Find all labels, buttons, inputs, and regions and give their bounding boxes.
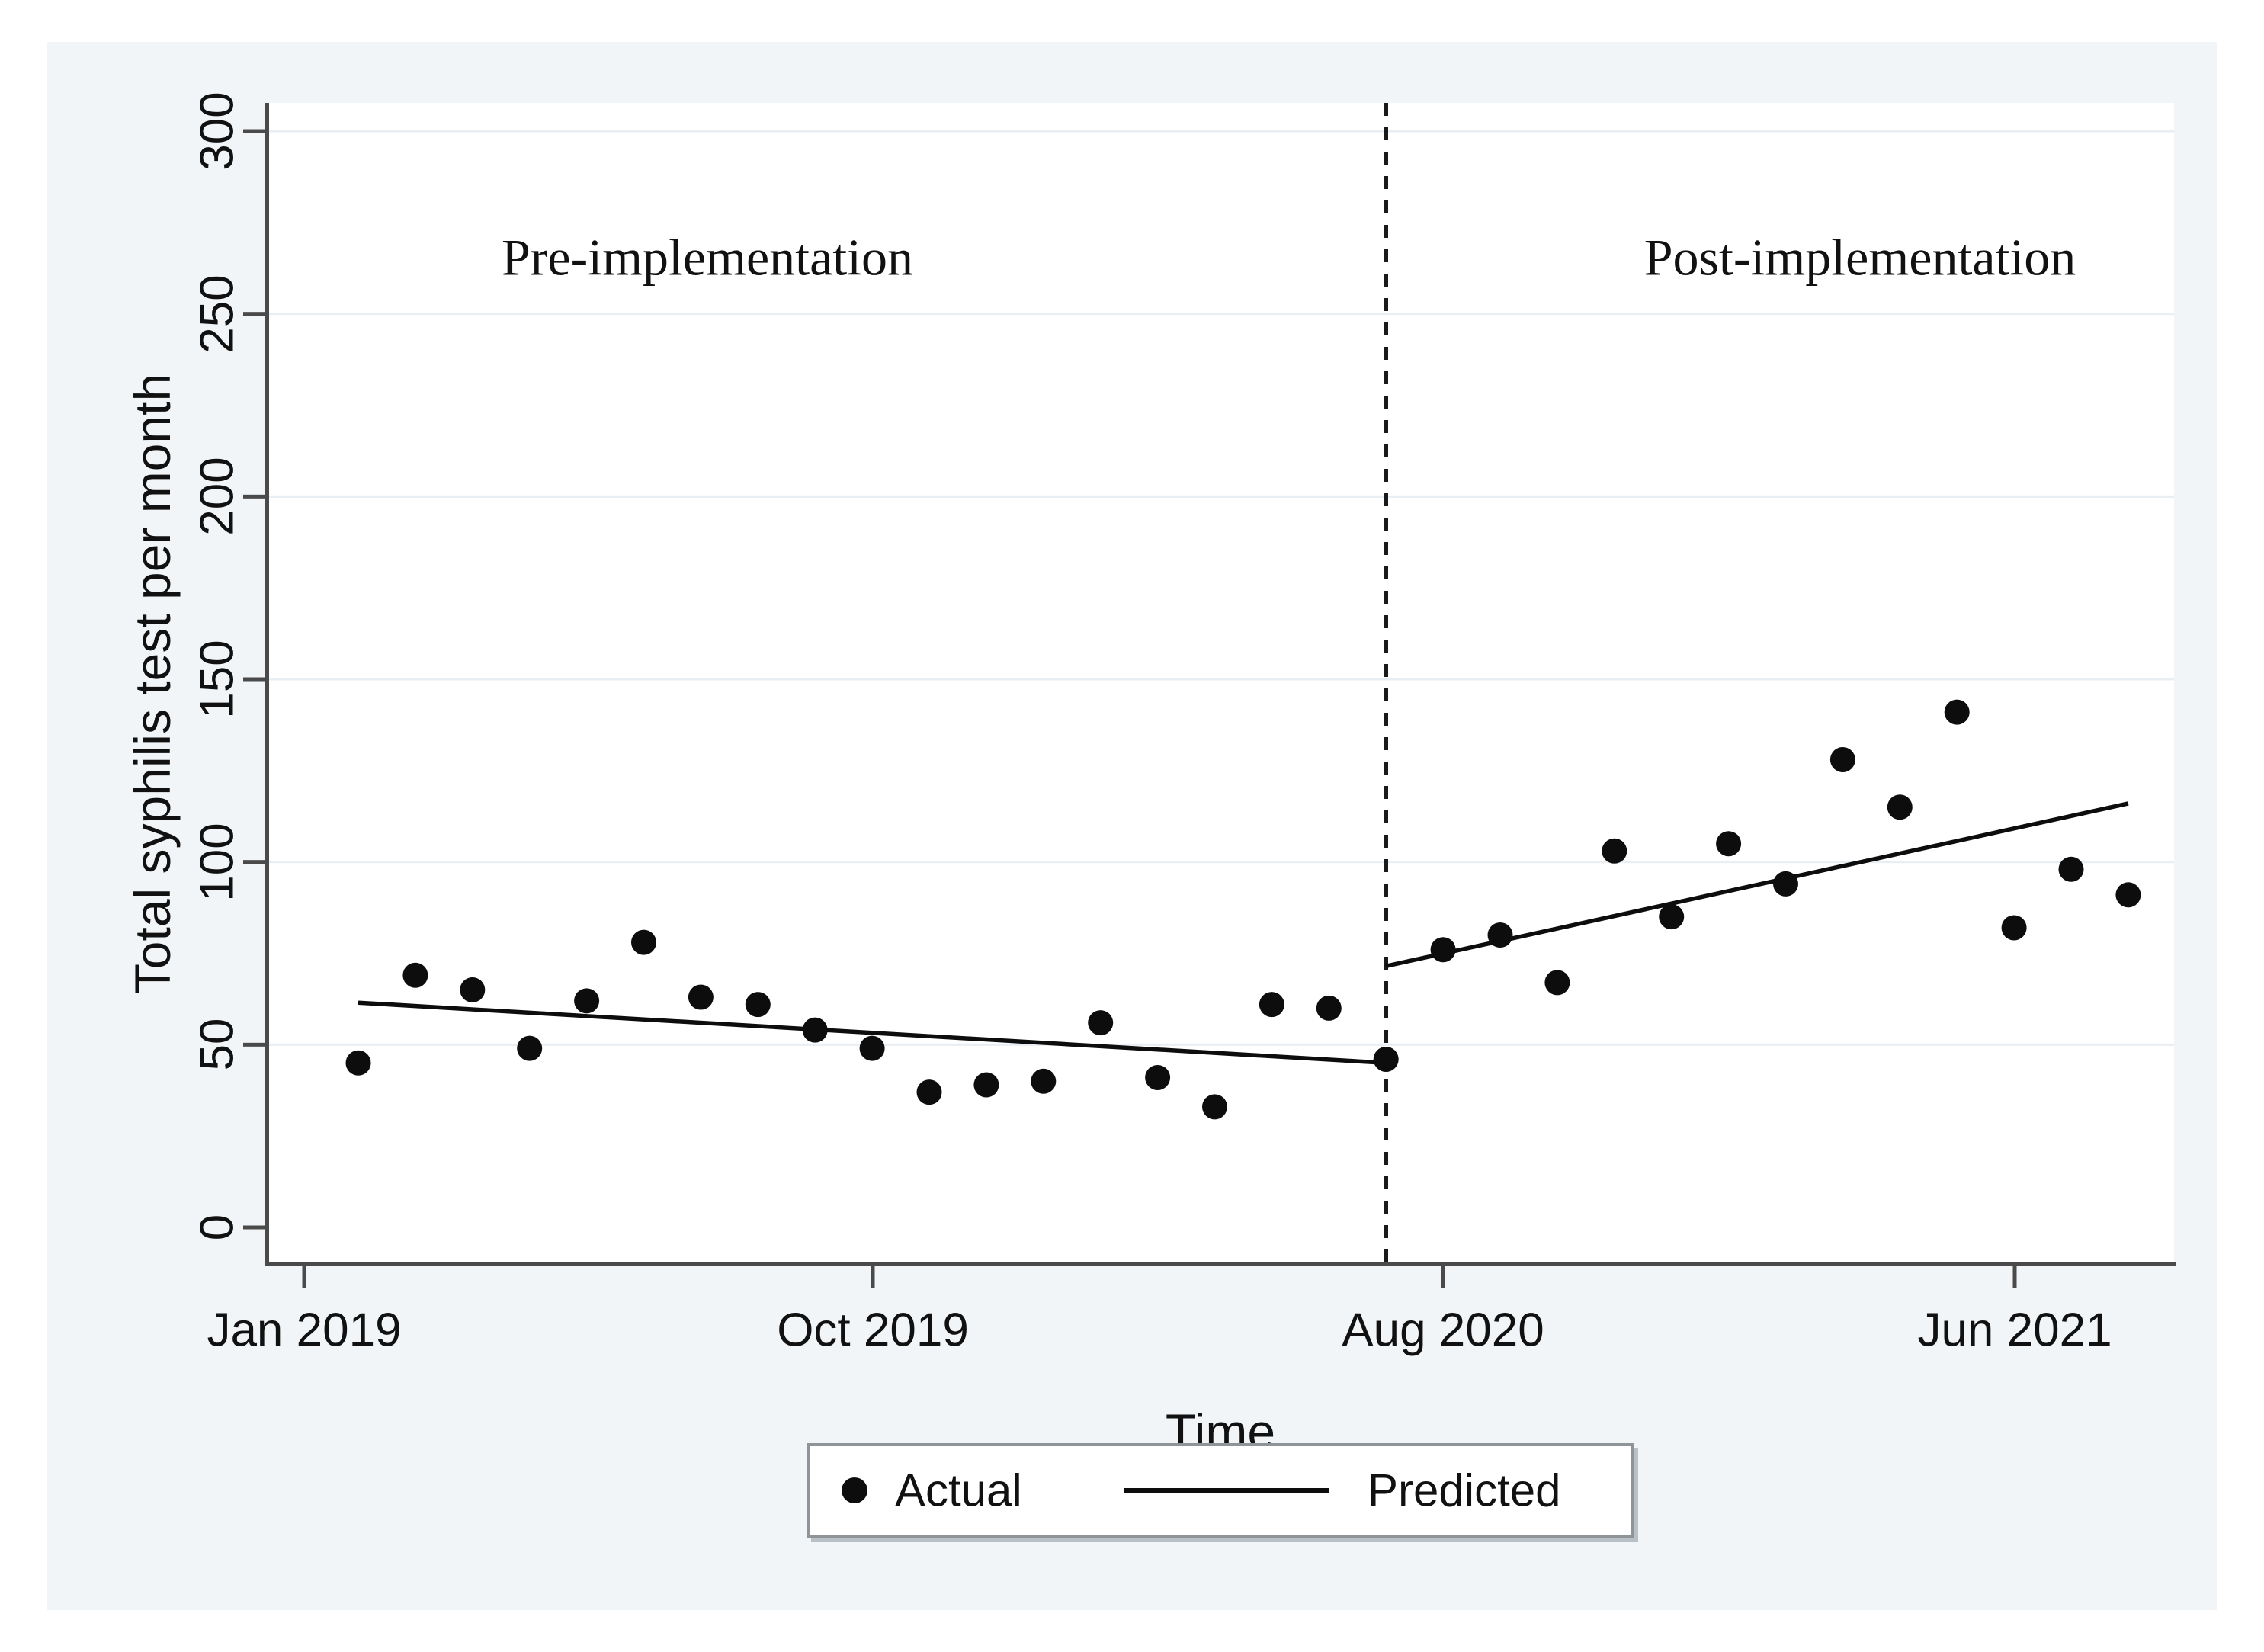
legend: Actual Predicted — [807, 1443, 1634, 1538]
legend-predicted-label: Predicted — [1368, 1464, 1561, 1516]
pre-implementation-label: Pre-implementation — [501, 228, 914, 287]
legend-actual-marker-icon — [842, 1477, 867, 1503]
x-tick-label-Jun-2021: Jun 2021 — [1917, 1304, 2112, 1357]
y-tick-label-300: 300 — [191, 91, 244, 171]
x-tick-label-Oct-2019: Oct 2019 — [777, 1304, 969, 1357]
x-tick-label-Jan-2019: Jan 2019 — [207, 1304, 402, 1357]
y-axis-title: Total syphilis test per month — [124, 373, 181, 995]
y-tick-label-50: 50 — [191, 1018, 244, 1071]
x-tick-label-Aug-2020: Aug 2020 — [1342, 1304, 1544, 1357]
y-tick-label-0: 0 — [191, 1214, 244, 1241]
y-tick-label-100: 100 — [191, 822, 244, 902]
legend-predicted-line-icon — [1124, 1488, 1329, 1493]
plot-area — [267, 103, 2174, 1262]
y-tick-label-150: 150 — [191, 640, 244, 719]
y-tick-label-200: 200 — [191, 457, 244, 537]
y-tick-label-250: 250 — [191, 274, 244, 354]
post-implementation-label: Post-implementation — [1643, 228, 2076, 287]
legend-actual-label: Actual — [895, 1464, 1022, 1516]
